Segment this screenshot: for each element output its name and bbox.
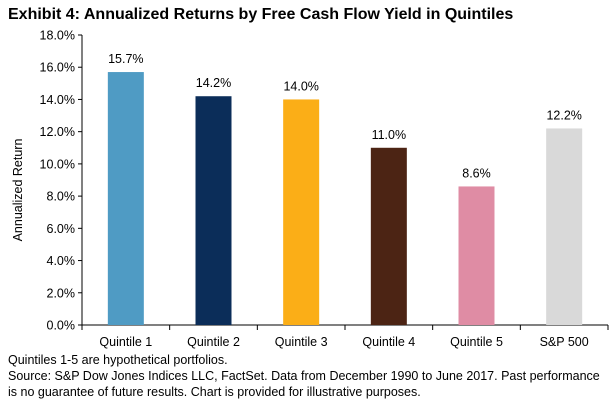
y-tick-label: 14.0% <box>40 93 75 107</box>
y-tick-label: 0.0% <box>47 319 76 333</box>
y-axis-label: Annualized Return <box>11 139 25 242</box>
bar <box>283 99 320 325</box>
notes-line-1: Quintiles 1-5 are hypothetical portfolio… <box>8 353 228 367</box>
bar-chart: 0.0% 2.0% 4.0% 6.0% 8.0% 10.0% 12.0% 14.0% 16.0%… <box>11 29 609 349</box>
chart-notes: Quintiles 1-5 are hypothetical portfolio… <box>8 352 608 400</box>
y-tick-label: 4.0% <box>47 254 76 268</box>
bar <box>107 72 144 325</box>
data-label: 14.0% <box>283 79 318 93</box>
data-label: 8.6% <box>462 166 491 180</box>
x-tick-label: Quintile 5 <box>450 335 503 349</box>
y-tick-label: 10.0% <box>40 157 75 171</box>
x-tick-label: Quintile 4 <box>362 335 415 349</box>
bar <box>370 147 407 325</box>
notes-line-2: Source: S&P Dow Jones Indices LLC, FactS… <box>8 369 600 399</box>
x-tick-label: Quintile 3 <box>275 335 328 349</box>
chart-title: Exhibit 4: Annualized Returns by Free Ca… <box>8 6 514 23</box>
y-axis: 0.0% 2.0% 4.0% 6.0% 8.0% 10.0% 12.0% 14.0% 16.0%… <box>40 29 83 333</box>
y-tick-label: 12.0% <box>40 125 75 139</box>
x-tick-label: S&P 500 <box>540 335 589 349</box>
data-label: 11.0% <box>372 128 407 142</box>
y-tick-label: 6.0% <box>47 222 76 236</box>
bars: 15.7% 14.2% 14.0% 11.0% 8.6% 12.2% <box>107 52 583 325</box>
bar <box>195 96 232 325</box>
data-label: 14.2% <box>196 76 231 90</box>
x-tick-label: Quintile 2 <box>187 335 240 349</box>
bar <box>546 128 583 325</box>
y-tick-label: 16.0% <box>40 61 75 75</box>
x-tick-label: Quintile 1 <box>99 335 152 349</box>
bar <box>458 186 495 325</box>
data-label: 12.2% <box>546 108 581 122</box>
y-tick-label: 2.0% <box>47 286 76 300</box>
x-axis: Quintile 1 Quintile 2 Quintile 3 Quintile 4… <box>81 324 609 349</box>
y-tick-label: 8.0% <box>47 190 76 204</box>
data-label: 15.7% <box>108 52 143 66</box>
y-tick-label: 18.0% <box>40 29 75 43</box>
